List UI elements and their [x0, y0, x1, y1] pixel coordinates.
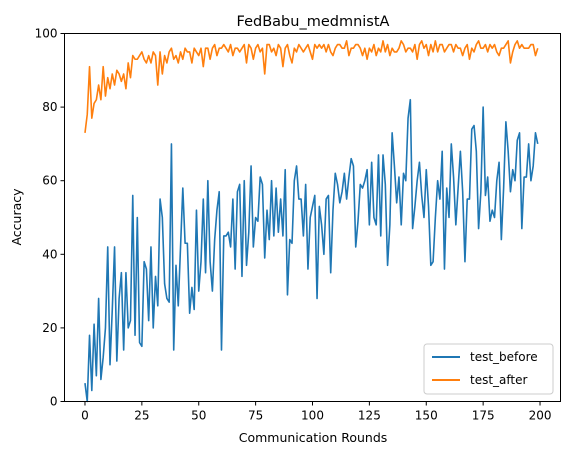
x-tick-label: 150: [415, 409, 438, 423]
y-tick-label: 0: [50, 395, 58, 409]
x-axis-title: Communication Rounds: [239, 430, 388, 445]
x-tick-label: 200: [529, 409, 552, 423]
chart-title: FedBabu_medmnistA: [237, 14, 390, 30]
x-tick-label: 175: [472, 409, 495, 423]
legend-label-test-before: test_before: [470, 350, 538, 364]
y-tick-label: 60: [42, 174, 57, 188]
plot-frame: [64, 33, 561, 402]
x-tick-label: 0: [81, 409, 89, 423]
x-tick-label: 75: [248, 409, 263, 423]
y-axis-title: Accuracy: [9, 188, 24, 246]
x-tick-label: 50: [191, 409, 206, 423]
y-tick-label: 40: [42, 247, 57, 261]
y-tick-label: 80: [42, 100, 57, 114]
legend: test_before test_after: [423, 343, 554, 395]
series-line-test-after: [84, 40, 539, 133]
x-tick-label: 125: [358, 409, 381, 423]
x-tick-label: 100: [301, 409, 324, 423]
y-tick-label: 100: [35, 27, 58, 41]
y-tick-label: 20: [42, 321, 57, 335]
x-tick-label: 25: [134, 409, 149, 423]
series-line-test-before: [84, 98, 539, 403]
series-layer: [84, 40, 539, 403]
legend-label-test-after: test_after: [470, 373, 528, 387]
axis-layer: 0 25 50 75 100 125 150 175 200 0 20 40 60 80 100: [35, 27, 552, 423]
